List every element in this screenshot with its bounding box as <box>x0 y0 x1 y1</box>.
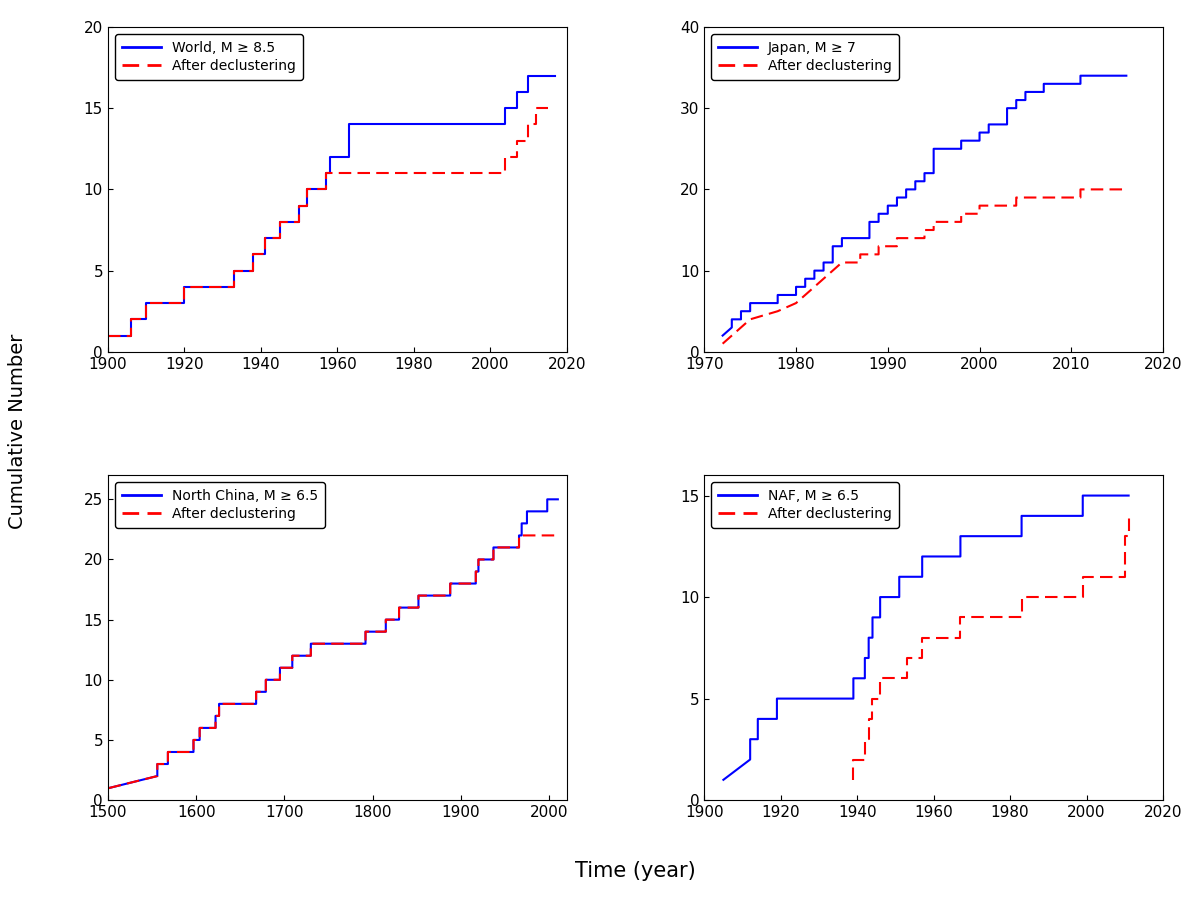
Legend: NAF, M ≥ 6.5, After declustering: NAF, M ≥ 6.5, After declustering <box>711 482 899 529</box>
Text: Cumulative Number: Cumulative Number <box>8 334 28 530</box>
Legend: World, M ≥ 8.5, After declustering: World, M ≥ 8.5, After declustering <box>115 34 302 80</box>
Legend: North China, M ≥ 6.5, After declustering: North China, M ≥ 6.5, After declustering <box>115 482 325 529</box>
Legend: Japan, M ≥ 7, After declustering: Japan, M ≥ 7, After declustering <box>711 34 899 80</box>
Text: Time (year): Time (year) <box>576 861 695 881</box>
